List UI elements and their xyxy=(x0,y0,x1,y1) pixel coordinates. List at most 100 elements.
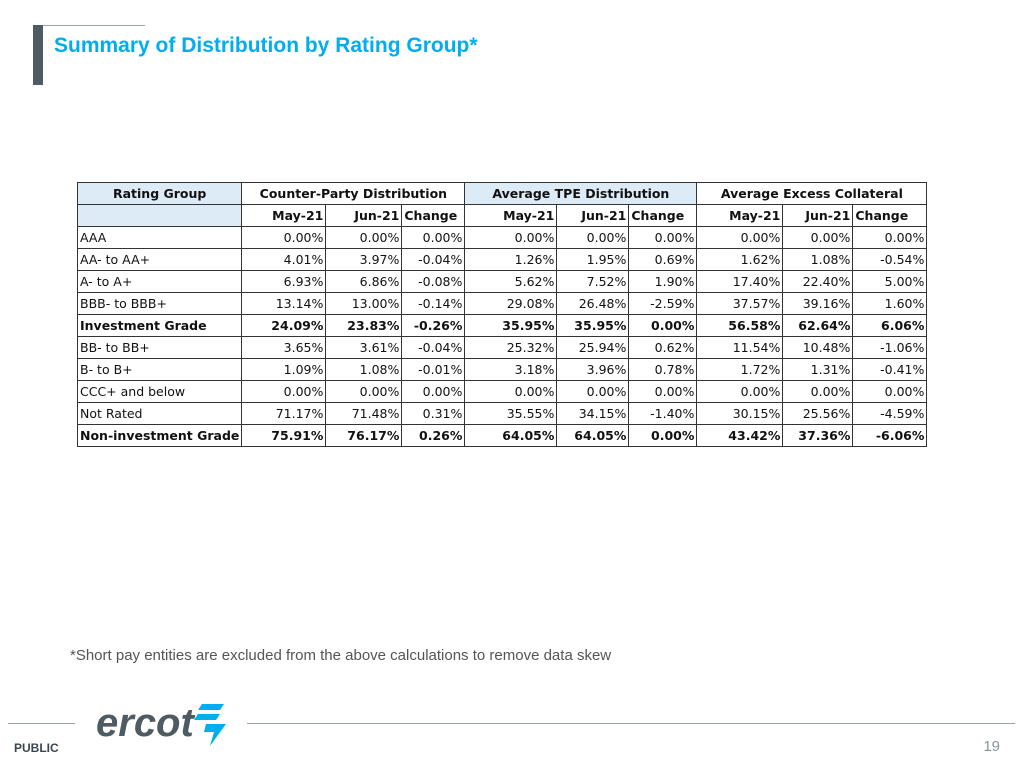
row-label: CCC+ and below xyxy=(76,380,243,403)
table-row: B- to B+ 1.09% 1.08% -0.01% 3.18% 3.96% 0.78% 1… xyxy=(76,358,928,381)
table-cell: 0.00% xyxy=(628,424,698,447)
table-cell: 3.96% xyxy=(556,358,630,381)
table-cell: 13.00% xyxy=(325,292,403,315)
row-label: Non-investment Grade xyxy=(76,424,243,447)
table-cell: 1.31% xyxy=(782,358,854,381)
title-accent-bar xyxy=(33,25,43,85)
table-cell: 0.00% xyxy=(852,226,928,249)
table-cell: 0.78% xyxy=(628,358,698,381)
group-header-counter-party: Counter-Party Distribution xyxy=(241,182,466,205)
table-group-header-row: Rating Group Counter-Party Distribution … xyxy=(76,182,928,205)
table-cell: -0.01% xyxy=(401,358,466,381)
rating-group-header: Rating Group xyxy=(76,182,243,205)
table-cell: 25.94% xyxy=(556,336,630,359)
table-cell: 0.31% xyxy=(401,402,466,425)
table-row: Not Rated 71.17% 71.48% 0.31% 35.55% 34.15% -1… xyxy=(76,402,928,425)
table-cell: 0.00% xyxy=(556,226,630,249)
table-cell: 3.61% xyxy=(325,336,403,359)
group-header-excess-collateral: Average Excess Collateral xyxy=(696,182,928,205)
table-cell: 0.00% xyxy=(782,380,854,403)
table-cell: 26.48% xyxy=(556,292,630,315)
table-cell: 5.62% xyxy=(464,270,558,293)
table-cell: -0.14% xyxy=(401,292,466,315)
table-row: BB- to BB+ 3.65% 3.61% -0.04% 25.32% 25.94% 0.… xyxy=(76,336,928,359)
table-cell: 22.40% xyxy=(782,270,854,293)
table-cell: 76.17% xyxy=(325,424,403,447)
slide-title: Summary of Distribution by Rating Group* xyxy=(54,34,478,57)
table-cell: 1.08% xyxy=(325,358,403,381)
subheader-cpd-may: May-21 xyxy=(241,204,327,227)
table-cell: 0.00% xyxy=(241,226,327,249)
table-cell: 0.00% xyxy=(464,226,558,249)
subheader-tpe-may: May-21 xyxy=(464,204,558,227)
table-cell: 25.32% xyxy=(464,336,558,359)
table-cell: 35.95% xyxy=(464,314,558,337)
table-cell: 1.60% xyxy=(852,292,928,315)
ercot-logo-text: ercot xyxy=(96,701,195,745)
table-cell: -0.26% xyxy=(401,314,466,337)
table-cell: 1.08% xyxy=(782,248,854,271)
table-cell: 25.56% xyxy=(782,402,854,425)
table-cell: 37.36% xyxy=(782,424,854,447)
table-cell: 56.58% xyxy=(696,314,784,337)
table-row: A- to A+ 6.93% 6.86% -0.08% 5.62% 7.52% 1.90% 1… xyxy=(76,270,928,293)
ercot-logo-bolt-icon xyxy=(194,704,226,746)
subheader-exc-jun: Jun-21 xyxy=(782,204,854,227)
table-cell: 10.48% xyxy=(782,336,854,359)
subheader-exc-may: May-21 xyxy=(696,204,784,227)
table-cell: 5.00% xyxy=(852,270,928,293)
table-cell: -6.06% xyxy=(852,424,928,447)
row-label: B- to B+ xyxy=(76,358,243,381)
group-header-tpe: Average TPE Distribution xyxy=(464,182,698,205)
table-cell: -4.59% xyxy=(852,402,928,425)
subheader-exc-change: Change xyxy=(852,204,928,227)
table-cell: 0.00% xyxy=(696,226,784,249)
row-label: AAA xyxy=(76,226,243,249)
table-cell: 30.15% xyxy=(696,402,784,425)
table-cell: 0.00% xyxy=(325,226,403,249)
table-cell: 7.52% xyxy=(556,270,630,293)
table-cell: -0.41% xyxy=(852,358,928,381)
table-cell: -1.06% xyxy=(852,336,928,359)
table-cell: 13.14% xyxy=(241,292,327,315)
table-cell: -0.04% xyxy=(401,336,466,359)
footer-rule-right xyxy=(247,723,1015,724)
table-subheader-row: May-21 Jun-21 Change May-21 Jun-21 Chang… xyxy=(76,204,928,227)
table-cell: 0.00% xyxy=(241,380,327,403)
table-cell: 75.91% xyxy=(241,424,327,447)
table-cell: 71.48% xyxy=(325,402,403,425)
row-label: BB- to BB+ xyxy=(76,336,243,359)
table-cell: 17.40% xyxy=(696,270,784,293)
table-cell: 0.00% xyxy=(628,314,698,337)
table-cell: 71.17% xyxy=(241,402,327,425)
table-cell: 37.57% xyxy=(696,292,784,315)
table-row: AAA 0.00% 0.00% 0.00% 0.00% 0.00% 0.00% 0.00% 0.… xyxy=(76,226,928,249)
table-cell: 24.09% xyxy=(241,314,327,337)
table-cell: 1.09% xyxy=(241,358,327,381)
table-cell: 11.54% xyxy=(696,336,784,359)
table-cell: 1.90% xyxy=(628,270,698,293)
table-cell: 0.00% xyxy=(556,380,630,403)
table-cell: 6.06% xyxy=(852,314,928,337)
table-cell: -0.08% xyxy=(401,270,466,293)
rating-group-header-blank xyxy=(76,204,243,227)
table-cell: 23.83% xyxy=(325,314,403,337)
subheader-tpe-jun: Jun-21 xyxy=(556,204,630,227)
table-cell: 0.26% xyxy=(401,424,466,447)
table-cell: 0.00% xyxy=(401,380,466,403)
table-cell: 35.55% xyxy=(464,402,558,425)
row-label: A- to A+ xyxy=(76,270,243,293)
table-cell: 0.00% xyxy=(696,380,784,403)
subheader-tpe-change: Change xyxy=(628,204,698,227)
table-row: CCC+ and below 0.00% 0.00% 0.00% 0.00% 0.00% 0… xyxy=(76,380,928,403)
table-cell: 0.00% xyxy=(628,226,698,249)
table-cell: 6.93% xyxy=(241,270,327,293)
table-cell: 0.69% xyxy=(628,248,698,271)
table-cell: -0.54% xyxy=(852,248,928,271)
table-cell: 0.00% xyxy=(325,380,403,403)
table-cell: 1.95% xyxy=(556,248,630,271)
table-cell: 62.64% xyxy=(782,314,854,337)
table-cell: -0.04% xyxy=(401,248,466,271)
table-cell: 1.26% xyxy=(464,248,558,271)
table-cell: 0.62% xyxy=(628,336,698,359)
